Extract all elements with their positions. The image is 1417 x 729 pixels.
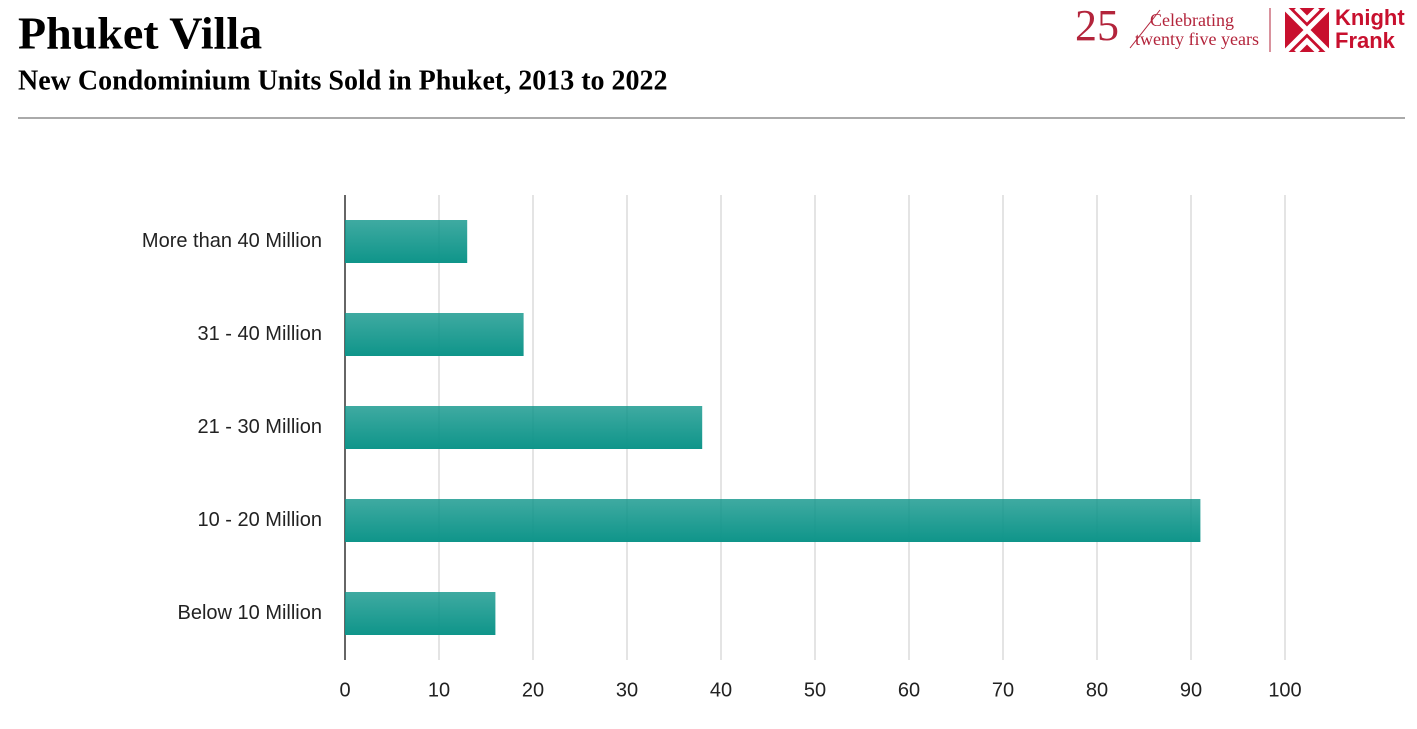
logo-line1: Celebrating	[1150, 10, 1234, 30]
x-tick-label: 100	[1268, 679, 1301, 701]
x-tick-label: 40	[710, 679, 732, 701]
x-tick-label: 20	[522, 679, 544, 701]
x-tick-label: 10	[428, 679, 450, 701]
chart-title: Phuket Villa	[18, 8, 262, 59]
x-tick-label: 70	[992, 679, 1014, 701]
x-tick-label: 0	[339, 679, 350, 701]
y-tick-label: More than 40 Million	[142, 230, 322, 252]
x-tick-label: 80	[1086, 679, 1108, 701]
x-tick-label: 30	[616, 679, 638, 701]
logo-icon-mark	[1283, 6, 1331, 54]
logo-slash	[1129, 9, 1161, 49]
bar	[345, 406, 703, 449]
bar	[345, 499, 1201, 542]
y-tick-label: 31 - 40 Million	[197, 323, 322, 345]
bar	[345, 592, 496, 635]
y-tick-label: 10 - 20 Million	[197, 509, 322, 531]
logo-brand2: Frank	[1335, 28, 1396, 53]
x-tick-label: 90	[1180, 679, 1202, 701]
chart-subtitle: New Condominium Units Sold in Phuket, 20…	[18, 65, 668, 96]
bar	[345, 220, 468, 263]
logo: 25 Celebrating twenty five years Knight …	[1075, 1, 1405, 54]
logo-25: 25	[1075, 1, 1119, 50]
x-tick-label: 60	[898, 679, 920, 701]
logo-brand1: Knight	[1335, 5, 1405, 30]
x-tick-label: 50	[804, 679, 826, 701]
bar	[345, 313, 524, 356]
logo-line2: twenty five years	[1135, 29, 1259, 49]
y-tick-label: 21 - 30 Million	[197, 416, 322, 438]
y-tick-label: Below 10 Million	[177, 602, 322, 624]
